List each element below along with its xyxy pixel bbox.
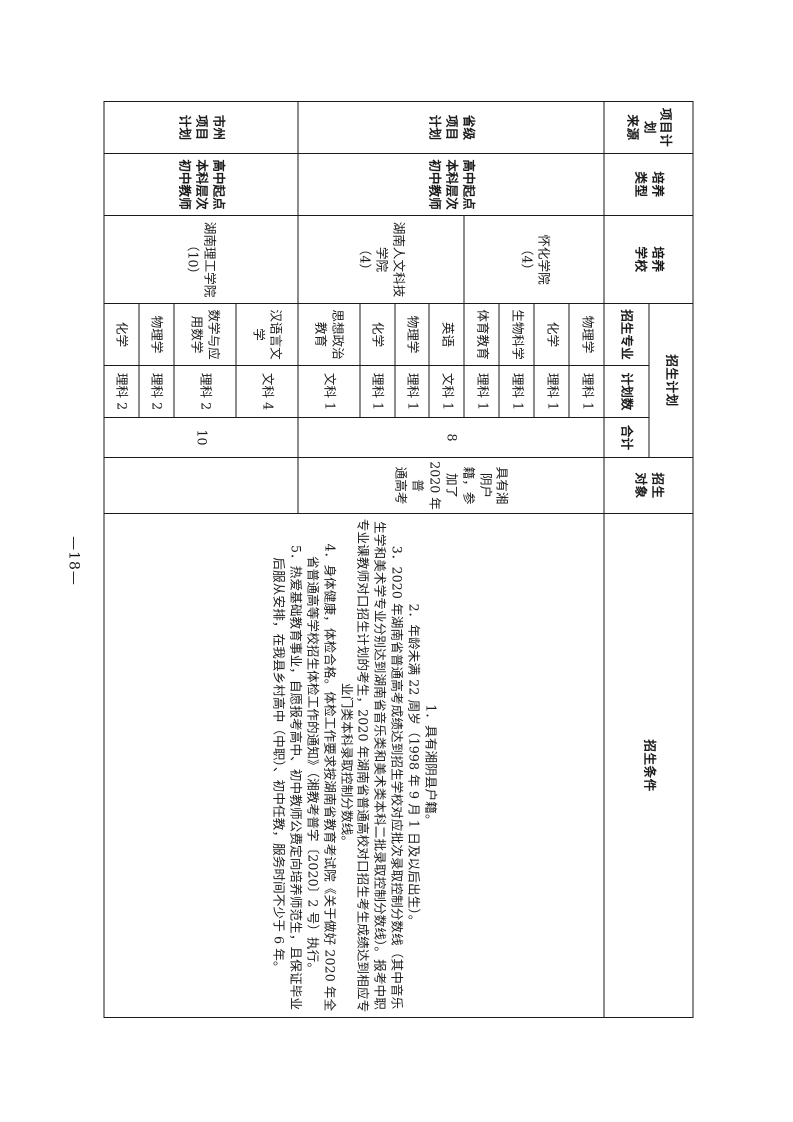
header-object: 招生 对象 — [603, 457, 693, 514]
cell-train-type-municipal: 高中起点 本科层次 初中教师 — [103, 153, 298, 216]
cell-major: 化学 — [103, 303, 139, 366]
cell-plan: 理科 2 — [103, 365, 139, 418]
cell-major: 体育教育 — [463, 303, 499, 366]
cell-total-municipal: 10 — [103, 417, 298, 458]
cell-plan: 理科 1 — [568, 365, 604, 418]
cell-plan: 理科 1 — [359, 365, 395, 418]
condition-item-4: 4．身体健康，体检合格。体检工作要求按湖南省教育考试院《关于做好 2020 年全… — [304, 543, 337, 1012]
cell-major: 化学 — [359, 303, 395, 366]
cell-major: 物理学 — [394, 303, 429, 366]
cell-major: 化学 — [533, 303, 569, 366]
cell-plan: 理科 1 — [533, 365, 569, 418]
cell-plan: 理科 1 — [498, 365, 534, 418]
cell-major: 物理学 — [138, 303, 174, 366]
cell-major: 生物科学 — [498, 303, 534, 366]
cell-school-hunan-ligong: 湖南理工学院 （10） — [103, 215, 298, 304]
cell-source-provincial: 省级 项目 计划 — [297, 101, 604, 154]
condition-item-5: 5．热爱基础教育事业，自愿报考高中、初中教师公费定向培养师范生，且保证毕业后服从… — [271, 544, 303, 1011]
enrollment-plan-table: 项目计划 来源 培养 类型 培养 学校 招生计划 招生 对象 招生条件 招生专业… — [103, 101, 693, 1018]
header-train-type: 培养 类型 — [603, 153, 693, 216]
header-plan-group: 招生计划 — [648, 303, 693, 458]
cell-plan: 理科 1 — [463, 365, 499, 418]
cell-plan: 理科 2 — [173, 365, 236, 418]
page-number: —18— — [65, 536, 81, 586]
cell-object-municipal — [103, 457, 298, 514]
header-total: 合计 — [603, 417, 649, 458]
cell-plan: 文科 4 — [235, 365, 298, 418]
header-train-school: 培养 学校 — [603, 215, 693, 304]
table-header-row: 项目计划 来源 培养 类型 培养 学校 招生计划 招生 对象 招生条件 — [603, 101, 693, 1018]
cell-object-provincial: 具有湘阴户 籍，参加了 2020 年普 通高考 — [297, 457, 604, 514]
cell-plan: 文科 1 — [428, 365, 464, 418]
cell-plan: 文科 1 — [297, 365, 360, 418]
cell-plan: 理科 2 — [138, 365, 174, 418]
cell-plan: 理科 1 — [394, 365, 429, 418]
condition-item-3: 3．2020 年湖南省普通高考成绩达到招生学校对应批次录取控制分数线（其中音乐生… — [338, 518, 405, 1013]
header-source: 项目计划 来源 — [603, 101, 693, 154]
condition-item-1: 1．具有湘阴县户籍。 — [422, 704, 438, 827]
cell-total-provincial: 8 — [297, 417, 604, 458]
cell-major: 汉语言文学 — [235, 303, 298, 366]
cell-school-huaihua: 怀化学院 （4） — [463, 215, 604, 304]
cell-major: 英语 — [428, 303, 464, 366]
cell-major: 数学与应用数学 — [173, 303, 236, 366]
table-row: 省级 项目 计划 高中起点 本科层次 初中教师 怀化学院 （4） 物理学 理科 … — [103, 101, 604, 1018]
cell-school-hunan-humanities: 湖南人文科技 学院 （4） — [297, 215, 464, 304]
cell-source-municipal: 市州 项目 计划 — [103, 101, 298, 154]
cell-train-type-provincial: 高中起点 本科层次 初中教师 — [297, 153, 604, 216]
cell-major: 思想政治教育 — [297, 303, 360, 366]
condition-item-2: 2．年龄未满 22 周岁（1998 年 9 月 1 日及以后出生）。 — [406, 603, 422, 928]
cell-admission-conditions: 1．具有湘阴县户籍。 2．年龄未满 22 周岁（1998 年 9 月 1 日及以… — [103, 513, 604, 1018]
header-conditions: 招生条件 — [603, 513, 693, 1018]
cell-major: 物理学 — [568, 303, 604, 366]
header-plan-count: 计划数 — [603, 365, 649, 418]
header-major: 招生专业 — [603, 303, 649, 366]
